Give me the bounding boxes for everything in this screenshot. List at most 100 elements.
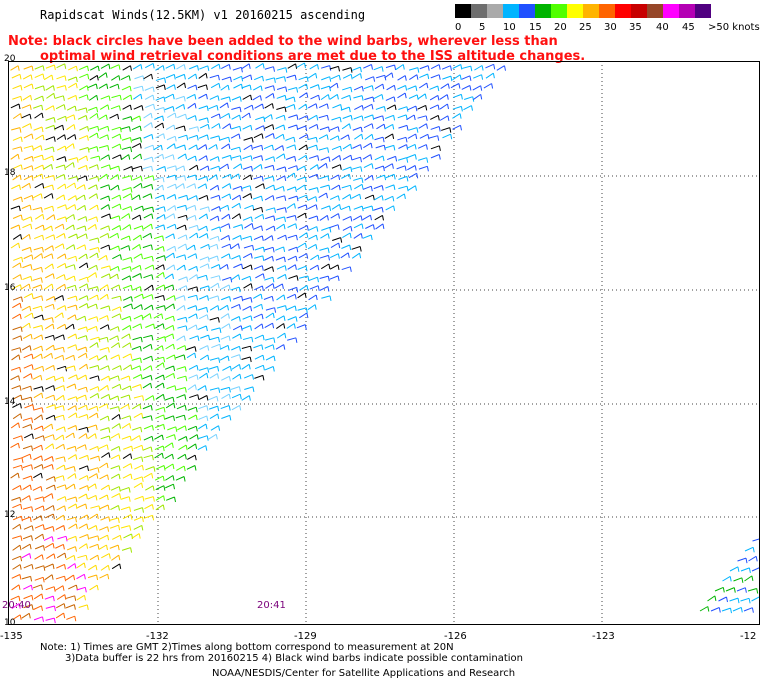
wind-barb	[230, 274, 241, 281]
wind-barb	[22, 74, 33, 80]
wind-barb	[176, 345, 187, 351]
wind-barb	[329, 224, 340, 230]
wind-barb	[131, 533, 141, 539]
wind-barb	[99, 494, 109, 501]
wind-barb	[309, 264, 320, 271]
wind-barb	[211, 63, 221, 70]
wind-barb	[43, 464, 54, 470]
wind-barb	[22, 475, 33, 482]
wind-barb	[100, 244, 111, 251]
wind-barb	[98, 145, 110, 151]
wind-barb	[100, 204, 111, 210]
wind-barb	[275, 133, 285, 140]
wind-barb	[79, 454, 90, 461]
wind-barb	[384, 72, 394, 79]
wind-barb	[352, 166, 363, 172]
wind-barb	[199, 354, 210, 361]
wind-barb	[242, 264, 253, 270]
wind-barb	[10, 205, 21, 212]
wind-barb	[110, 445, 121, 452]
wind-barb	[221, 243, 232, 250]
wind-barb	[461, 75, 472, 81]
wind-barb	[45, 476, 56, 482]
wind-barb	[188, 126, 200, 132]
wind-barb	[32, 584, 43, 590]
wind-barb	[12, 284, 22, 290]
wind-barb	[122, 175, 133, 181]
wind-barb	[56, 233, 66, 239]
wind-barb	[22, 543, 32, 550]
wind-barb	[188, 224, 199, 231]
wind-barb	[210, 113, 221, 119]
wind-barb	[123, 296, 133, 302]
wind-barb	[99, 324, 110, 330]
wind-barb	[56, 134, 67, 140]
wind-barb	[77, 374, 88, 381]
wind-barb	[56, 156, 67, 162]
wind-barb	[45, 323, 55, 330]
wind-barb	[99, 284, 109, 291]
wind-barb	[78, 363, 89, 370]
wind-barb	[188, 414, 198, 421]
wind-barb	[134, 293, 144, 300]
wind-barb	[65, 595, 77, 601]
wind-barb	[254, 354, 265, 361]
wind-barb	[100, 516, 111, 522]
wind-barb	[177, 113, 188, 120]
wind-barb	[44, 175, 56, 181]
wind-barb	[298, 115, 309, 121]
wind-barb	[164, 324, 175, 331]
wind-barb	[123, 166, 134, 172]
wind-barb	[188, 134, 199, 141]
wind-barb	[408, 94, 419, 100]
wind-barb	[219, 102, 229, 109]
wind-barb	[351, 66, 362, 73]
wind-barb	[77, 216, 88, 222]
wind-barb	[68, 412, 78, 419]
wind-barb	[452, 93, 463, 100]
wind-barb	[198, 213, 209, 220]
wind-barb	[133, 482, 144, 489]
map-title: Rapidscat Winds(12.5KM) v1 20160215 asce…	[40, 8, 366, 22]
wind-barb	[34, 182, 45, 189]
wind-barb	[365, 76, 376, 82]
wind-barb	[121, 146, 133, 153]
wind-barb	[329, 65, 340, 72]
wind-barb	[143, 472, 154, 479]
legend-color-swatch	[583, 4, 599, 18]
wind-barb	[11, 73, 22, 80]
wind-barb	[288, 275, 299, 281]
wind-barb	[55, 525, 66, 531]
wind-barb	[89, 543, 100, 550]
wind-barb	[441, 65, 452, 71]
wind-barb	[66, 615, 77, 622]
wind-barb	[199, 295, 209, 301]
wind-barb	[88, 473, 99, 479]
wind-barb	[275, 76, 286, 82]
wind-barb	[198, 395, 209, 401]
wind-barb	[121, 422, 132, 429]
wind-barb	[220, 386, 231, 393]
wind-barb	[144, 496, 155, 502]
wind-barb	[154, 445, 165, 452]
wind-barb	[99, 526, 110, 532]
wind-barb	[143, 274, 154, 280]
wind-barb	[275, 246, 286, 252]
wind-barb	[33, 392, 44, 399]
wind-barb	[43, 352, 53, 359]
wind-barb	[78, 295, 89, 301]
wind-barb	[189, 434, 199, 440]
wind-barb	[21, 283, 31, 290]
wind-barb	[65, 275, 76, 282]
wind-barb	[111, 493, 122, 499]
wind-barb	[109, 83, 120, 90]
wind-barb	[34, 73, 45, 79]
wind-barb	[66, 105, 77, 112]
wind-barb	[309, 63, 319, 70]
wind-barb	[65, 574, 76, 581]
wind-barb	[131, 357, 142, 363]
wind-barb	[155, 264, 165, 270]
wind-barb	[34, 213, 45, 220]
wind-barb	[209, 156, 220, 162]
wind-barb	[329, 135, 340, 141]
